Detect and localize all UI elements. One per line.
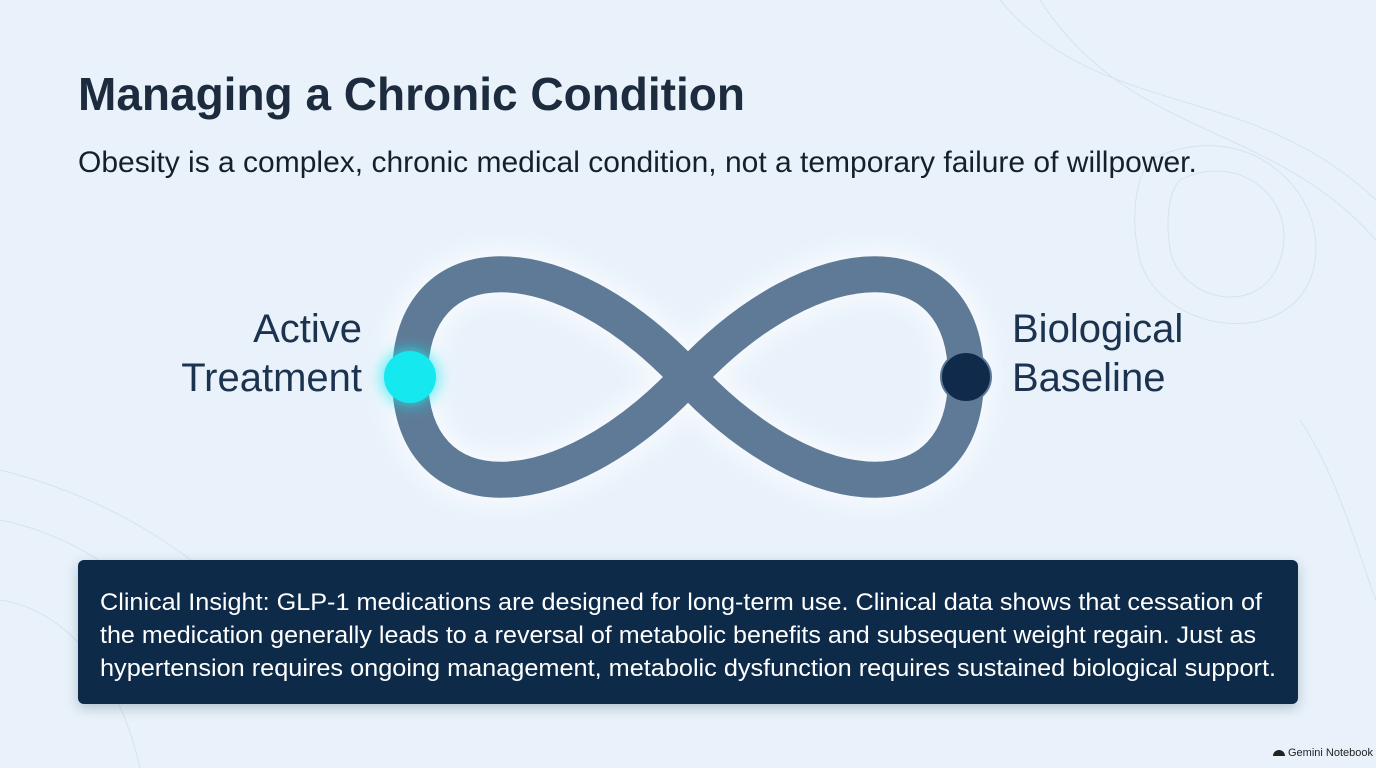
insight-box: [78, 560, 1298, 704]
insight-line: hypertension requires ongoing management…: [100, 655, 1276, 682]
infinity-loop: [383, 248, 993, 506]
title: Managing a Chronic Condition: [78, 68, 745, 120]
right-label: Biological: [1012, 307, 1183, 351]
subtitle: Obesity is a complex, chronic medical co…: [78, 146, 1197, 179]
watermark-icon: [1273, 750, 1285, 756]
insight-line: Clinical Insight: GLP-1 medications are …: [100, 589, 1262, 616]
left-label: Active: [253, 307, 362, 351]
watermark: Gemini Notebook: [1288, 747, 1373, 759]
left-label: Treatment: [181, 356, 362, 400]
active-dot: [384, 351, 436, 403]
baseline-dot: [940, 351, 992, 403]
right-label: Baseline: [1012, 356, 1165, 400]
insight-line: the medication generally leads to a reve…: [100, 622, 1256, 649]
